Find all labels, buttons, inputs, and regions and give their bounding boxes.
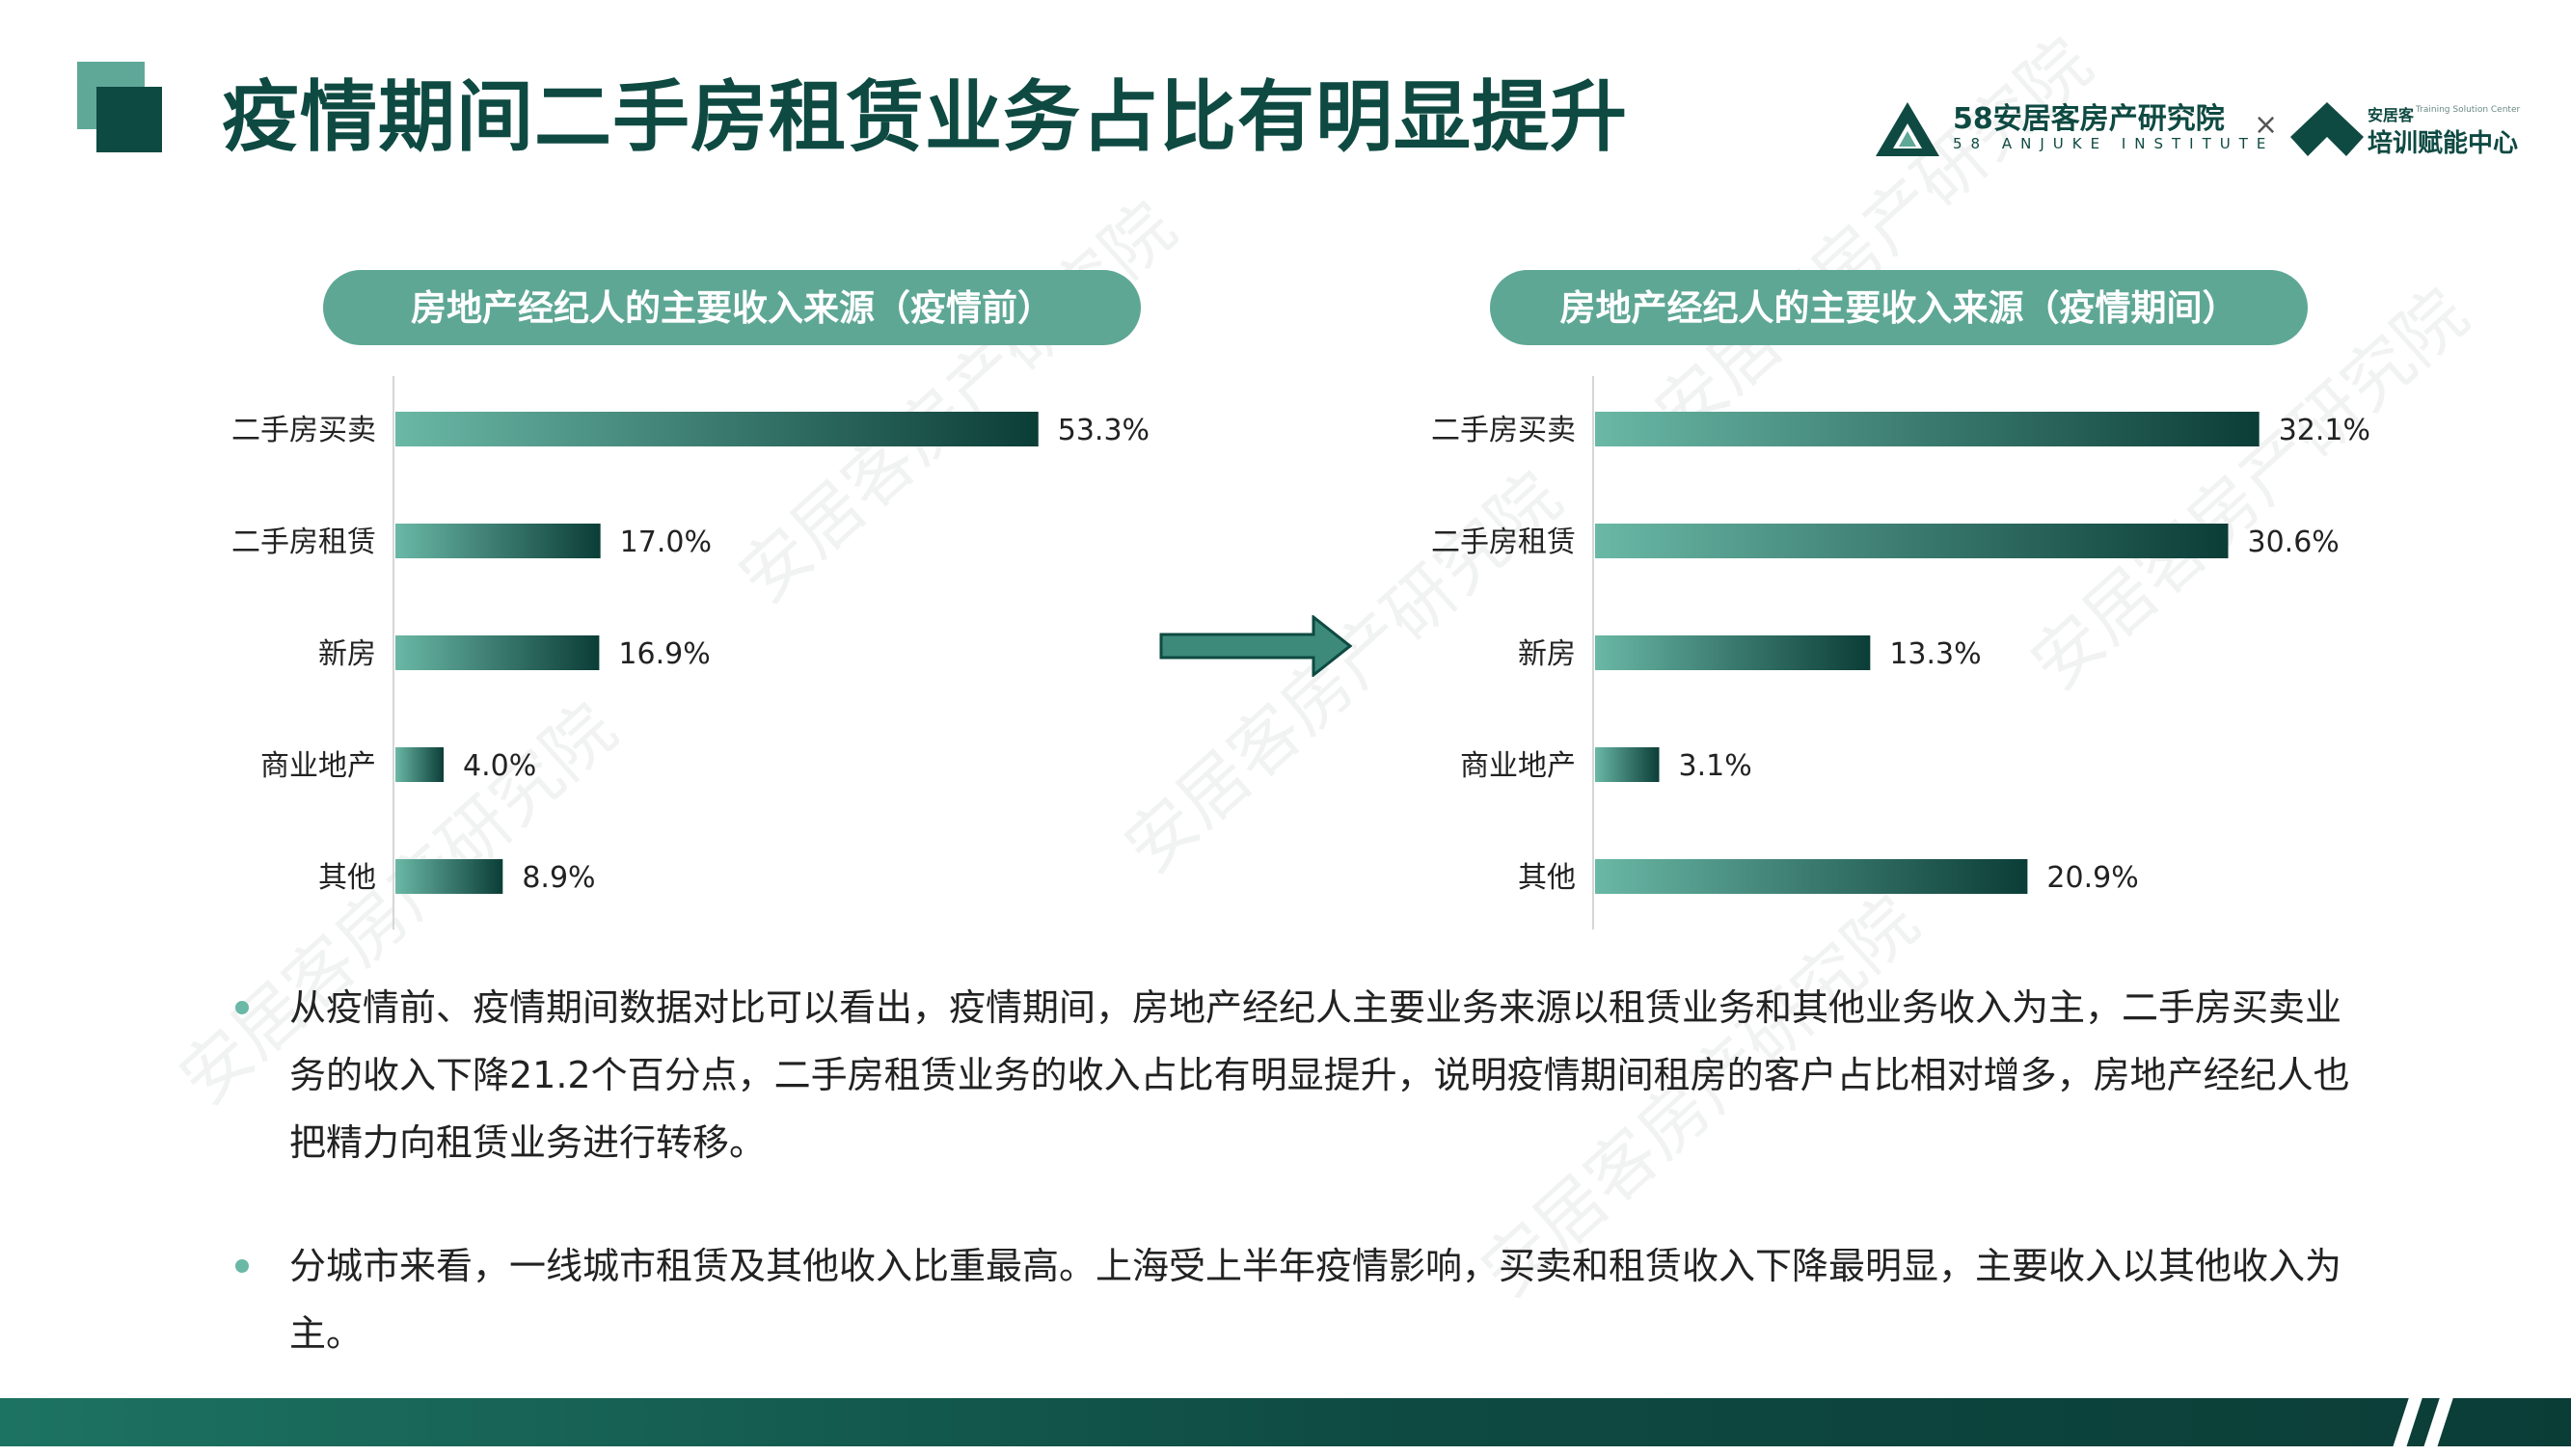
logo-institute-name: 58安居客房产研究院: [1953, 102, 2225, 136]
chart-during: 房地产经纪人的主要收入来源（疫情期间） 二手房买卖 32.1% 二手房租赁 30.6% 新…: [1431, 270, 2370, 930]
bar: [395, 412, 1039, 446]
value-label: 3.1%: [1679, 749, 1752, 783]
bar: [1595, 859, 2028, 894]
value-label: 20.9%: [2046, 861, 2138, 895]
footer-slash: [2390, 1398, 2422, 1456]
logo-group: 58安居客房产研究院 58 ANJUKE INSTITUTE × 安居客 Tra…: [1876, 94, 2520, 164]
summary-bullets: 从疫情前、疫情期间数据对比可以看出，疫情期间，房地产经纪人主要业务来源以租赁业务…: [222, 974, 2372, 1423]
bullet-text: 分城市来看，一线城市租赁及其他收入比重最高。上海受上半年疫情影响，买卖和租赁收入…: [289, 1245, 2342, 1355]
training-center-logo-icon: [2290, 102, 2364, 156]
logo-brand: 安居客: [2368, 106, 2415, 124]
logo-times-sign: ×: [2254, 108, 2279, 142]
bar: [395, 635, 600, 670]
value-label: 17.0%: [620, 526, 712, 559]
value-label: 32.1%: [2279, 414, 2370, 447]
bar: [395, 859, 503, 894]
value-label: 16.9%: [618, 637, 710, 671]
bar: [395, 747, 445, 782]
value-label: 53.3%: [1058, 414, 1150, 447]
category-label: 二手房买卖: [1431, 414, 1576, 447]
category-label: 商业地产: [1460, 749, 1576, 783]
chart-title-pill: [1490, 270, 2308, 345]
value-label: 8.9%: [522, 861, 595, 895]
bullet-item: 分城市来看，一线城市租赁及其他收入比重最高。上海受上半年疫情影响，买卖和租赁收入…: [222, 1232, 2372, 1367]
chart-title: 房地产经纪人的主要收入来源（疫情期间）: [1560, 287, 2238, 329]
arrow-right-icon: [1159, 615, 1352, 677]
bar: [395, 524, 601, 558]
category-label: 新房: [1518, 637, 1576, 671]
category-label: 新房: [318, 637, 376, 671]
logo-training-center: 培训赋能中心: [2368, 129, 2519, 158]
value-label: 30.6%: [2248, 526, 2340, 559]
bullet-item: 从疫情前、疫情期间数据对比可以看出，疫情期间，房地产经纪人主要业务来源以租赁业务…: [222, 974, 2372, 1176]
footer-band: [0, 1398, 2571, 1456]
bar: [1595, 412, 2260, 446]
bar: [1595, 635, 1871, 670]
logo-institute-subtitle: 58 ANJUKE INSTITUTE: [1953, 135, 2275, 152]
bullet-dot: [235, 1259, 249, 1273]
logo-brand-subtitle: Training Solution Center: [2416, 105, 2521, 115]
category-label: 二手房买卖: [231, 414, 376, 447]
category-label: 二手房租赁: [231, 526, 376, 559]
value-label: 4.0%: [463, 749, 536, 783]
category-label: 商业地产: [260, 749, 376, 783]
chart-before: 房地产经纪人的主要收入来源（疫情前） 二手房买卖 53.3% 二手房租赁 17.0% 新房…: [231, 270, 1150, 930]
bar: [1595, 524, 2229, 558]
footer-slash: [2421, 1398, 2453, 1456]
chart-title-pill: [323, 270, 1141, 345]
bullet-dot: [235, 1001, 249, 1014]
title-decoration-dark: [96, 87, 162, 152]
bullet-text: 从疫情前、疫情期间数据对比可以看出，疫情期间，房地产经纪人主要业务来源以租赁业务…: [289, 986, 2350, 1164]
bar: [1595, 747, 1660, 782]
value-label: 13.3%: [1889, 637, 1981, 671]
charts-svg: 房地产经纪人的主要收入来源（疫情前） 二手房买卖 53.3% 二手房租赁 17.0% 新房…: [231, 270, 2370, 930]
page-title: 疫情期间二手房租赁业务占比有明显提升: [222, 72, 1628, 162]
category-label: 其他: [1518, 861, 1576, 895]
category-label: 二手房租赁: [1431, 526, 1576, 559]
chart-title: 房地产经纪人的主要收入来源（疫情前）: [411, 287, 1053, 329]
category-label: 其他: [318, 861, 376, 895]
anjuke-logo-icon: [1876, 102, 1939, 156]
